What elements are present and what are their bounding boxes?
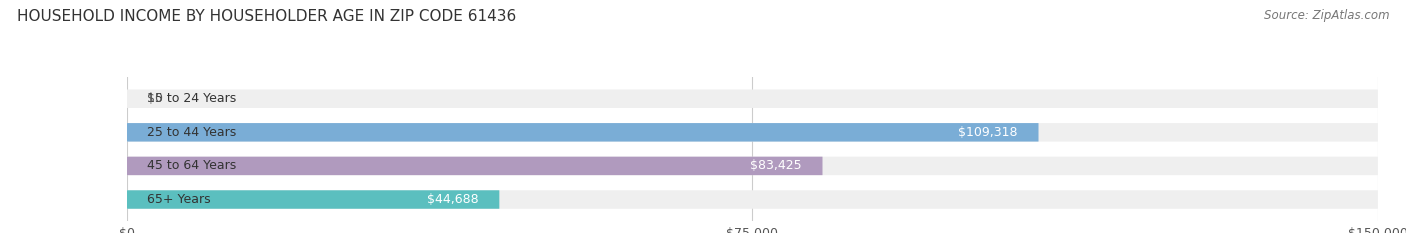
Text: $0: $0 xyxy=(148,92,163,105)
FancyBboxPatch shape xyxy=(127,123,1039,142)
FancyBboxPatch shape xyxy=(127,190,1378,209)
Text: 65+ Years: 65+ Years xyxy=(148,193,211,206)
Text: 15 to 24 Years: 15 to 24 Years xyxy=(148,92,236,105)
FancyBboxPatch shape xyxy=(127,157,823,175)
Text: $83,425: $83,425 xyxy=(749,159,801,172)
FancyBboxPatch shape xyxy=(127,123,1378,142)
Text: Source: ZipAtlas.com: Source: ZipAtlas.com xyxy=(1264,9,1389,22)
FancyBboxPatch shape xyxy=(127,190,499,209)
Text: 25 to 44 Years: 25 to 44 Years xyxy=(148,126,236,139)
FancyBboxPatch shape xyxy=(127,157,1378,175)
Text: HOUSEHOLD INCOME BY HOUSEHOLDER AGE IN ZIP CODE 61436: HOUSEHOLD INCOME BY HOUSEHOLDER AGE IN Z… xyxy=(17,9,516,24)
FancyBboxPatch shape xyxy=(127,89,1378,108)
Text: $44,688: $44,688 xyxy=(427,193,478,206)
Text: 45 to 64 Years: 45 to 64 Years xyxy=(148,159,236,172)
Text: $109,318: $109,318 xyxy=(957,126,1018,139)
